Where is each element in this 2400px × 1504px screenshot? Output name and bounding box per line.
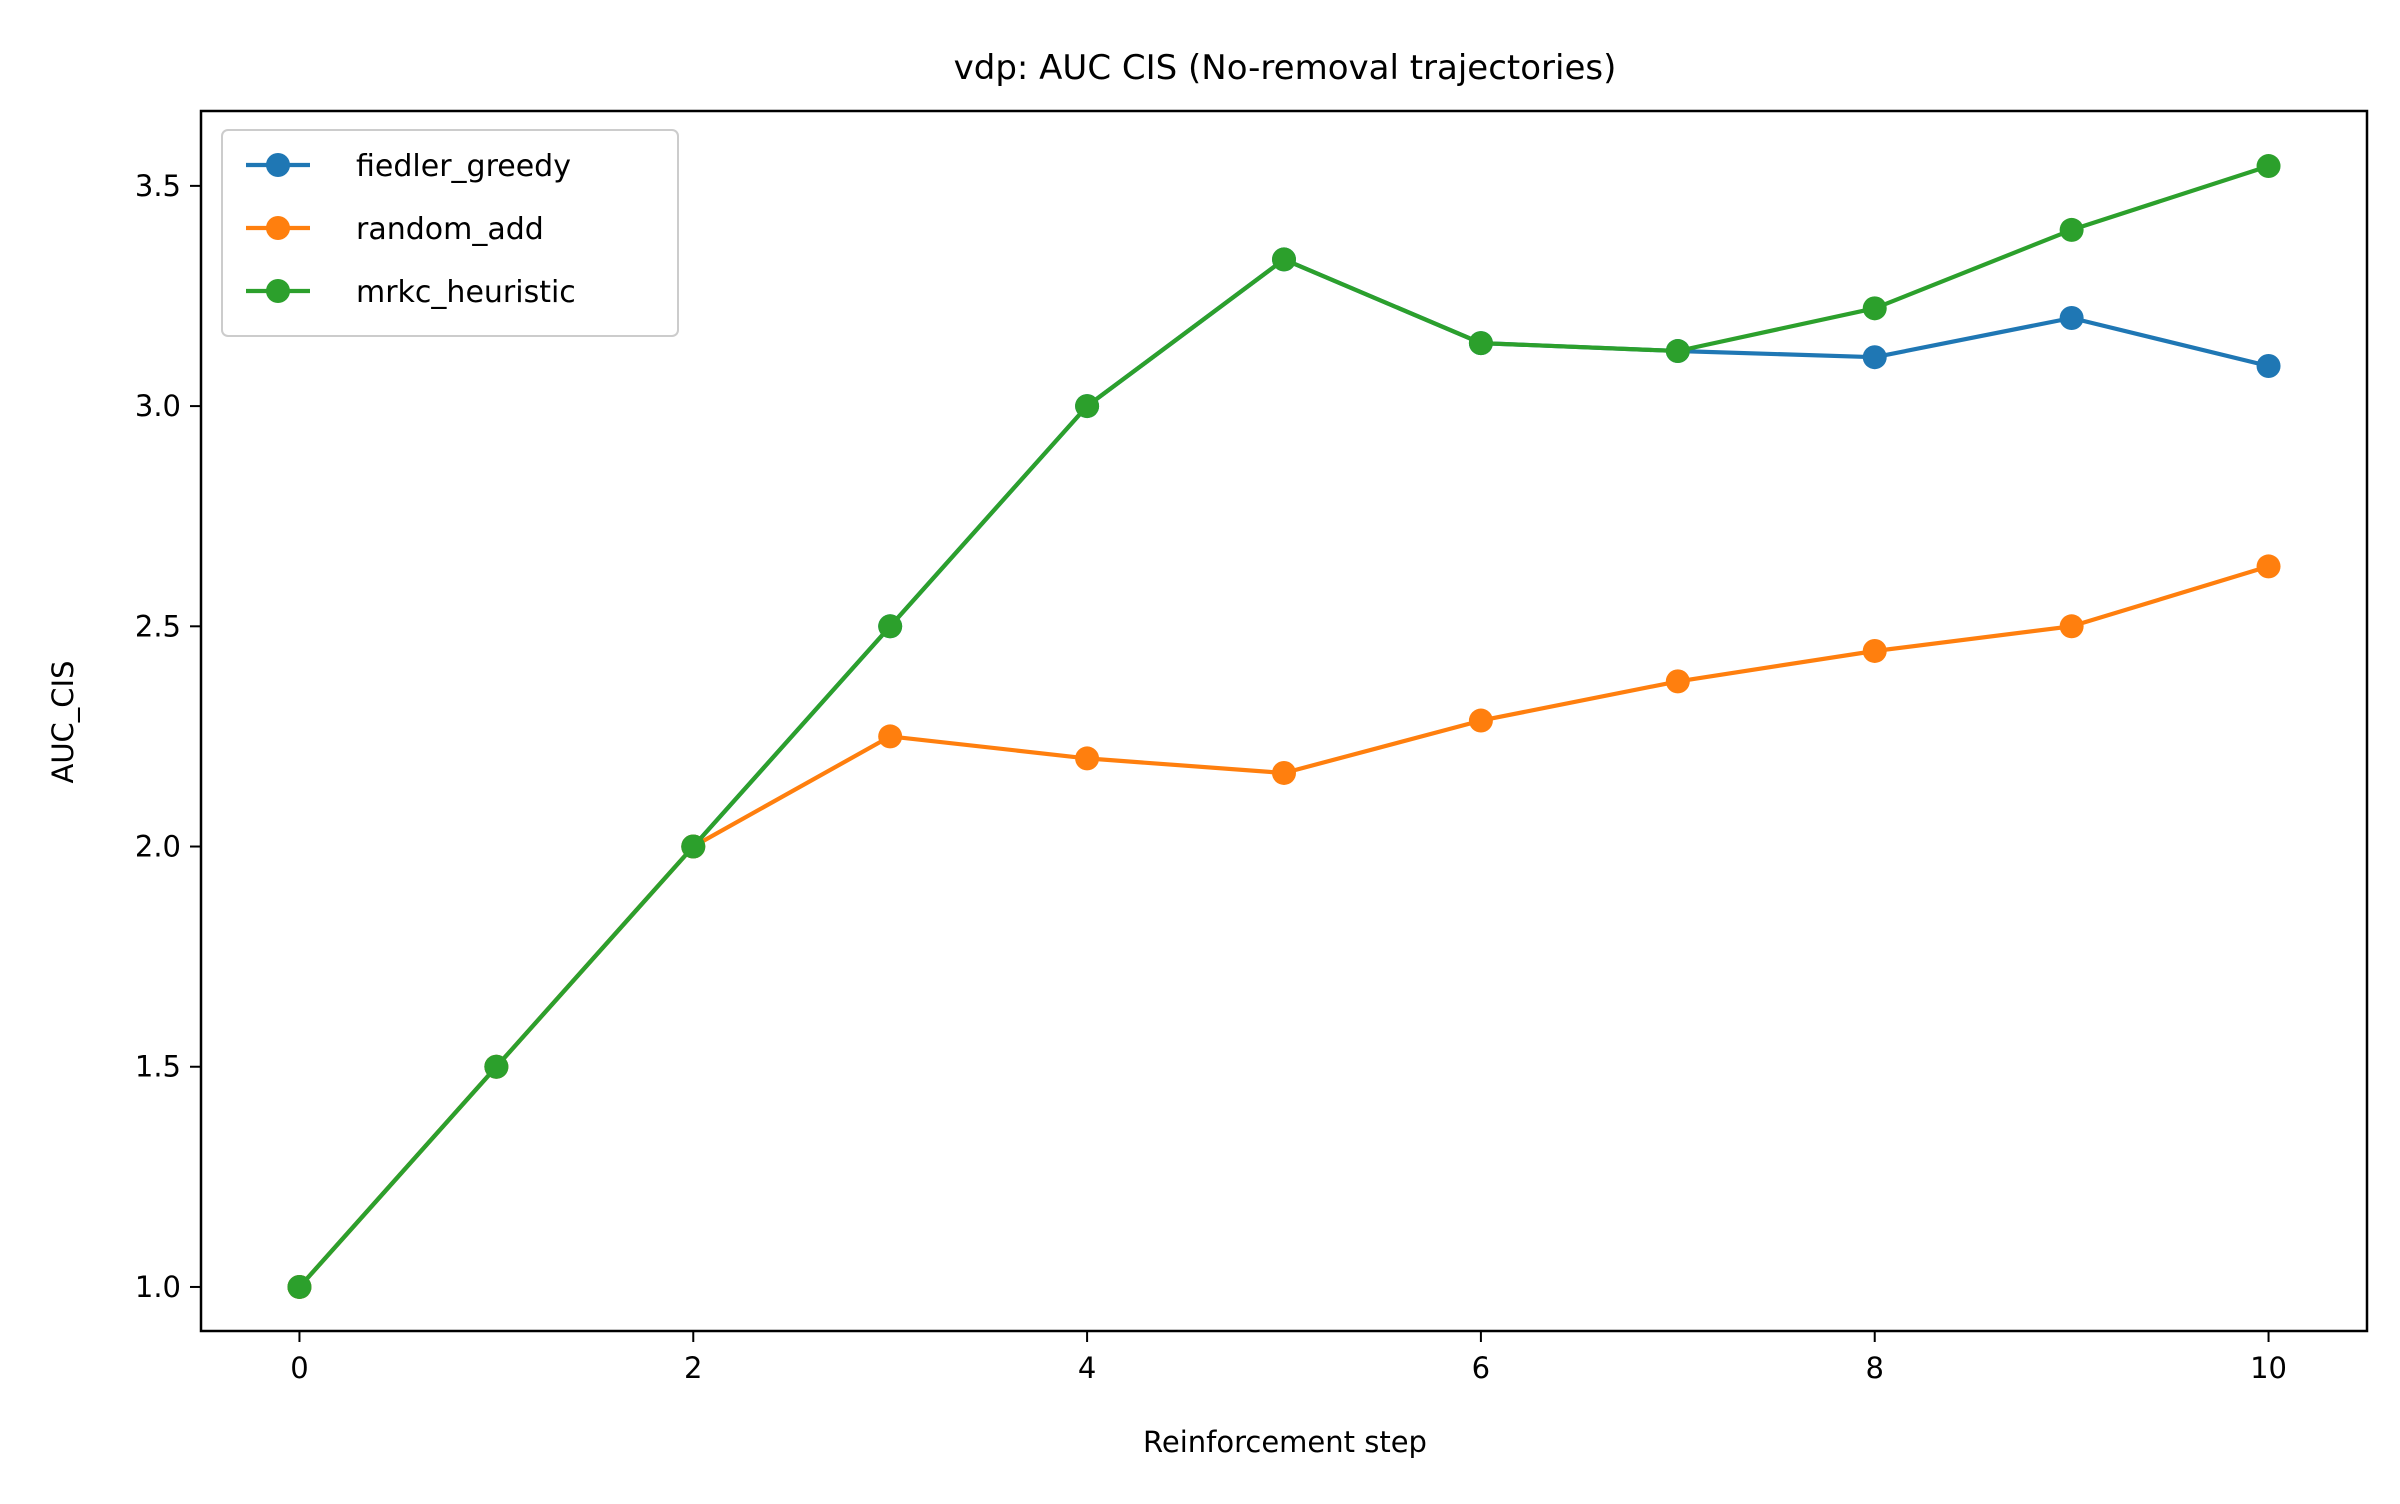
- data-point-mrkc_heuristic: [878, 614, 903, 639]
- y-tick-label: 1.0: [135, 1270, 181, 1304]
- data-point-mrkc_heuristic: [2059, 217, 2084, 242]
- data-point-mrkc_heuristic: [1075, 394, 1100, 419]
- x-tick-label: 8: [1866, 1351, 1884, 1385]
- y-tick-label: 1.5: [135, 1050, 181, 1084]
- data-point-mrkc_heuristic: [1272, 247, 1296, 272]
- data-point-random_add: [2059, 614, 2084, 639]
- data-point-fiedler_greedy: [1862, 345, 1887, 370]
- data-point-fiedler_greedy: [2059, 306, 2084, 331]
- legend-marker: [266, 279, 290, 303]
- legend-item-mrkc_heuristic: mrkc_heuristic: [246, 275, 576, 310]
- data-point-random_add: [1862, 638, 1887, 663]
- data-point-random_add: [1272, 760, 1296, 785]
- data-point-random_add: [1468, 708, 1493, 733]
- data-point-fiedler_greedy: [2256, 354, 2281, 379]
- data-point-mrkc_heuristic: [1862, 296, 1887, 321]
- data-point-mrkc_heuristic: [1665, 339, 1690, 364]
- legend-label: fiedler_greedy: [356, 149, 571, 184]
- plot-area-frame: [199, 109, 2369, 1333]
- chart-legend: fiedler_greedy random_add mrkc_heuristic: [221, 129, 679, 337]
- data-point-mrkc_heuristic: [1468, 331, 1493, 356]
- y-tick-label: 3.0: [135, 389, 181, 423]
- data-point-random_add: [1665, 669, 1690, 694]
- data-point-mrkc_heuristic: [287, 1274, 312, 1299]
- legend-item-random_add: random_add: [246, 212, 544, 247]
- legend-marker: [266, 153, 290, 177]
- axis-ticks: 0 2 4 6 8 10 1.0 1.5 2.0 2.5 3.0 3.5: [135, 169, 2287, 1385]
- data-point-random_add: [2256, 554, 2281, 579]
- data-point-mrkc_heuristic: [681, 834, 706, 859]
- x-tick-label: 10: [2250, 1351, 2287, 1385]
- series-mrkc_heuristic: [287, 154, 2281, 1299]
- x-tick-label: 2: [684, 1351, 702, 1385]
- legend-item-fiedler_greedy: fiedler_greedy: [246, 149, 571, 184]
- data-point-mrkc_heuristic: [2256, 154, 2281, 179]
- x-tick-label: 6: [1472, 1351, 1490, 1385]
- y-axis-label: AUC_CIS: [46, 660, 80, 783]
- data-point-random_add: [878, 724, 903, 749]
- legend-box: [221, 129, 679, 337]
- legend-label: mrkc_heuristic: [356, 275, 576, 310]
- chart-title: vdp: AUC CIS (No-removal trajectories): [954, 48, 1617, 88]
- y-tick-label: 3.5: [135, 169, 181, 203]
- y-tick-label: 2.0: [135, 830, 181, 864]
- x-tick-label: 4: [1078, 1351, 1096, 1385]
- data-point-mrkc_heuristic: [484, 1054, 509, 1079]
- x-axis-label: Reinforcement step: [1143, 1425, 1427, 1459]
- legend-marker: [266, 216, 290, 240]
- plot-series: [287, 154, 2281, 1299]
- x-tick-label: 0: [290, 1351, 308, 1385]
- y-tick-label: 2.5: [135, 609, 181, 643]
- legend-label: random_add: [356, 212, 544, 247]
- data-point-random_add: [1075, 746, 1100, 771]
